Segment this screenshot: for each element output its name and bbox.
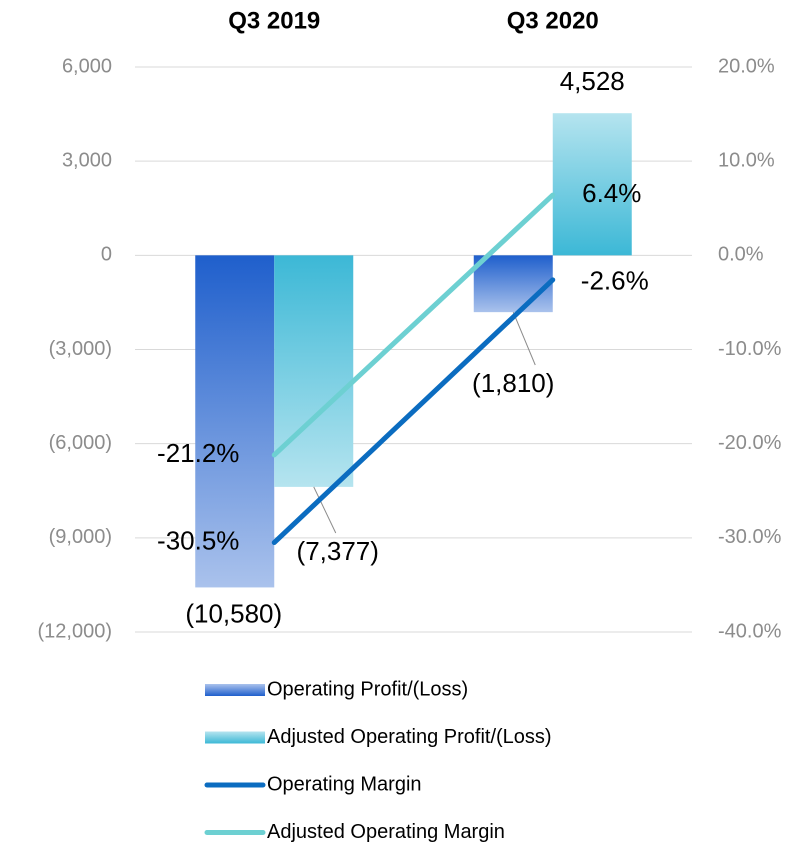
- line: [271, 192, 556, 458]
- data-label: (10,580): [185, 598, 282, 628]
- y-tick-label: 0: [101, 244, 112, 266]
- y2-tick-label: 0.0%: [718, 244, 764, 266]
- y2-tick-label: 20.0%: [718, 55, 775, 77]
- y2-tick-label: -40.0%: [718, 620, 782, 642]
- bar: [274, 255, 354, 487]
- bar: [473, 255, 553, 313]
- y-tick-label: (9,000): [49, 526, 112, 548]
- legend-swatch: [205, 684, 265, 696]
- data-label: -30.5%: [157, 525, 239, 555]
- bar: [552, 113, 632, 256]
- y-tick-label: 6,000: [62, 55, 112, 77]
- data-label: 6.4%: [582, 178, 641, 208]
- legend-swatch: [205, 731, 265, 744]
- data-label: -2.6%: [581, 266, 649, 296]
- y2-tick-label: -10.0%: [718, 338, 782, 360]
- line: [271, 277, 556, 546]
- data-label: 4,528: [560, 66, 625, 96]
- data-label: (7,377): [297, 536, 379, 566]
- legend-label: Adjusted Operating Margin: [267, 821, 505, 843]
- category-label: Q3 2020: [507, 7, 599, 34]
- y2-tick-label: 10.0%: [718, 149, 775, 171]
- y2-tick-label: -20.0%: [718, 432, 782, 454]
- data-label: (1,810): [472, 368, 554, 398]
- category-label: Q3 2019: [228, 7, 320, 34]
- y-tick-label: 3,000: [62, 149, 112, 171]
- y-tick-label: (12,000): [38, 620, 113, 642]
- y-tick-label: (3,000): [49, 338, 112, 360]
- legend-label: Adjusted Operating Profit/(Loss): [267, 726, 552, 748]
- y-tick-label: (6,000): [49, 432, 112, 454]
- leader-line: [313, 486, 337, 534]
- data-label: -21.2%: [157, 438, 239, 468]
- legend-label: Operating Margin: [267, 773, 422, 795]
- bar: [195, 255, 275, 588]
- y2-tick-label: -30.0%: [718, 526, 782, 548]
- legend-label: Operating Profit/(Loss): [267, 678, 468, 700]
- leader-line: [512, 311, 536, 366]
